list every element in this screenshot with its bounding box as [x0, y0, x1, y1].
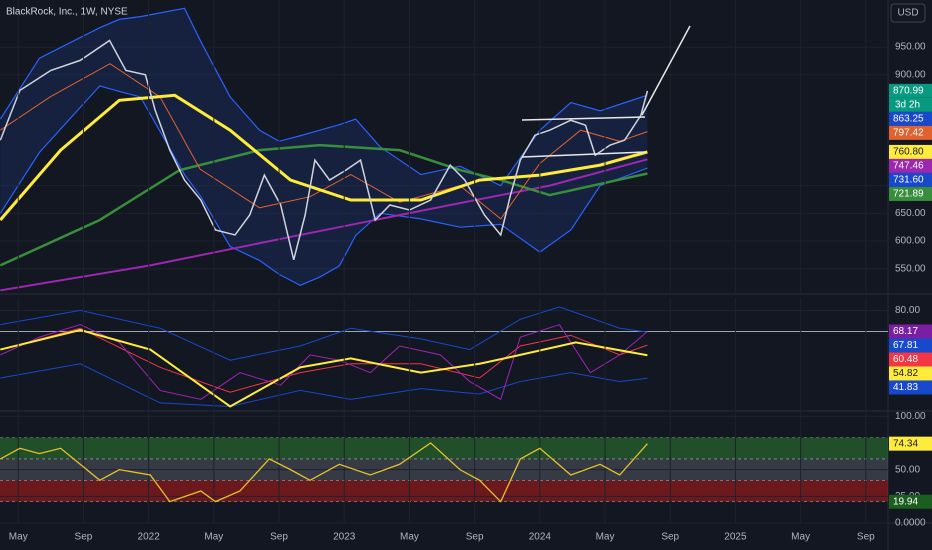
y-tick-label: 0.0000 [895, 518, 926, 529]
series-line [0, 442, 648, 503]
series-line [0, 143, 648, 267]
last-value-box [889, 111, 932, 126]
y-tick-label: 950.00 [895, 42, 926, 53]
channel-line [521, 151, 646, 158]
x-tick-label: Sep [661, 532, 679, 543]
series-line [0, 363, 648, 407]
x-tick-label: Sep [466, 532, 484, 543]
last-value-box [889, 352, 932, 367]
zone [0, 437, 888, 459]
x-tick-label: May [9, 532, 28, 543]
series-line [0, 327, 648, 393]
last-value-box [889, 366, 932, 381]
currency-button[interactable] [890, 3, 926, 23]
series-line [0, 39, 649, 261]
y-tick-label: 900.00 [895, 69, 926, 80]
series-line [0, 306, 648, 361]
y-tick-label: 80.00 [895, 305, 920, 316]
last-value-label: 721.89 [893, 189, 924, 200]
y-tick-label: 100.00 [895, 411, 926, 422]
last-value-label: 731.60 [893, 175, 924, 186]
band-line [0, 7, 648, 187]
last-value-box [889, 158, 932, 173]
series-line [0, 328, 648, 408]
x-tick-label: 2024 [529, 532, 552, 543]
last-value-label: 74.34 [893, 438, 918, 449]
last-value-label: 68.17 [893, 326, 918, 337]
countdown: 3d 2h [895, 100, 920, 111]
last-value-label: 760.80 [893, 147, 924, 158]
x-tick-label: 2022 [138, 532, 161, 543]
last-value-box [889, 172, 932, 187]
y-tick-label: 650.00 [895, 208, 926, 219]
zone [0, 480, 888, 502]
y-tick-label: 550.00 [895, 263, 926, 274]
last-value-box [889, 125, 932, 140]
chart-title: BlackRock, Inc., 1W, NYSE [6, 7, 128, 18]
x-tick-label: May [791, 532, 810, 543]
last-value-label: 19.94 [893, 496, 918, 507]
x-tick-label: May [400, 532, 419, 543]
last-value-label: 797.42 [893, 128, 924, 139]
last-value-box [889, 144, 932, 159]
last-value-label: 863.25 [893, 114, 924, 125]
last-value-label: 747.46 [893, 161, 924, 172]
last-value-box [889, 380, 932, 395]
countdown-box [889, 97, 932, 112]
currency[interactable]: USD [897, 8, 918, 19]
x-tick-label: May [204, 532, 223, 543]
x-tick-label: Sep [857, 532, 875, 543]
x-tick-label: 2023 [333, 532, 356, 543]
x-tick-label: May [596, 532, 615, 543]
y-tick-label: 600.00 [895, 236, 926, 247]
last-value-box [889, 186, 932, 201]
last-value-box [889, 324, 932, 339]
band-line [0, 85, 648, 287]
x-tick-label: Sep [270, 532, 288, 543]
last-value-label: 67.81 [893, 340, 918, 351]
projection-line [641, 25, 691, 116]
last-value-label: 870.99 [893, 86, 924, 97]
channel-line [521, 116, 646, 121]
last-value-label: 54.82 [893, 368, 918, 379]
last-value-box [889, 338, 932, 353]
drawings [521, 25, 691, 158]
x-tick-label: Sep [75, 532, 93, 543]
series-line [0, 93, 648, 221]
series-line [0, 324, 648, 401]
series-line [0, 63, 648, 220]
y-tick-label: 50.00 [895, 464, 920, 475]
last-value-box [889, 494, 932, 509]
last-value-label: 60.48 [893, 354, 918, 365]
last-value-box [889, 83, 932, 98]
last-value-box [889, 436, 932, 451]
last-value-label: 41.83 [893, 382, 918, 393]
x-tick-label: 2025 [724, 532, 747, 543]
